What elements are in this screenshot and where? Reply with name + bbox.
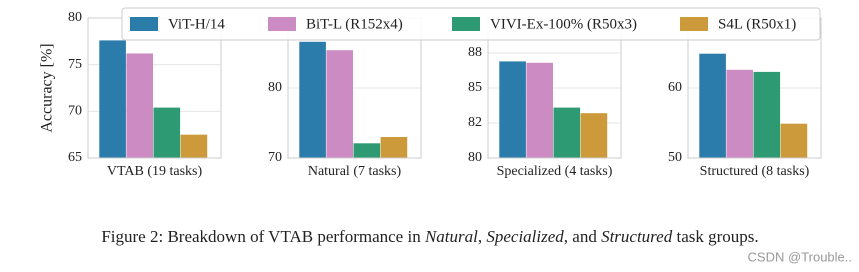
y-tick-label: 80 [468,150,482,165]
caption-part: Natural [424,227,478,246]
caption-part: , and [564,227,601,246]
legend-swatch [130,17,158,31]
caption-part: task groups. [672,227,758,246]
bar [699,53,726,159]
bar [726,69,753,158]
y-tick-label: 70 [268,150,282,165]
legend-label: VIVI-Ex-100% (R50x3) [490,16,637,32]
watermark: CSDN @Trouble.. [748,249,852,264]
legend-label: BiT-L (R152x4) [306,16,403,32]
caption-part: Figure 2: Breakdown of VTAB performance … [101,227,425,246]
y-axis-label: Accuracy [%] [39,43,56,132]
y-tick-label: 70 [68,104,82,119]
legend-label: S4L (R50x1) [718,16,796,32]
bar [299,41,326,158]
legend-swatch [268,17,296,31]
bar [499,61,526,158]
caption-part: , [478,227,487,246]
legend-swatch [680,17,708,31]
bar [353,143,381,158]
y-tick-label: 80 [68,10,82,25]
y-tick-label: 88 [468,45,482,60]
y-tick-label: 65 [68,150,82,165]
x-axis-label: Structured (8 tasks) [700,164,810,179]
bar [580,113,608,158]
caption-part: Specialized [486,227,564,246]
bar [126,53,153,158]
bar [526,62,553,158]
caption-part: Structured [601,227,673,246]
x-axis-label: Natural (7 tasks) [308,164,402,179]
y-tick-label: 82 [468,115,482,130]
x-axis-label: VTAB (19 tasks) [107,164,203,179]
bar [780,123,808,158]
bar [326,50,353,159]
caption: Figure 2: Breakdown of VTAB performance … [101,227,758,246]
bar [753,71,781,158]
legend-label: ViT-H/14 [168,16,225,32]
bar [180,134,208,158]
bar [553,107,581,158]
x-axis-label: Specialized (4 tasks) [497,164,613,179]
y-tick-label: 50 [668,150,682,165]
bar [99,40,126,158]
legend-swatch [452,17,480,31]
bar [153,107,181,158]
y-tick-label: 80 [268,80,282,95]
y-tick-label: 60 [668,80,682,95]
y-tick-label: 85 [468,80,482,95]
y-tick-label: 75 [68,57,82,72]
bar [380,137,408,158]
